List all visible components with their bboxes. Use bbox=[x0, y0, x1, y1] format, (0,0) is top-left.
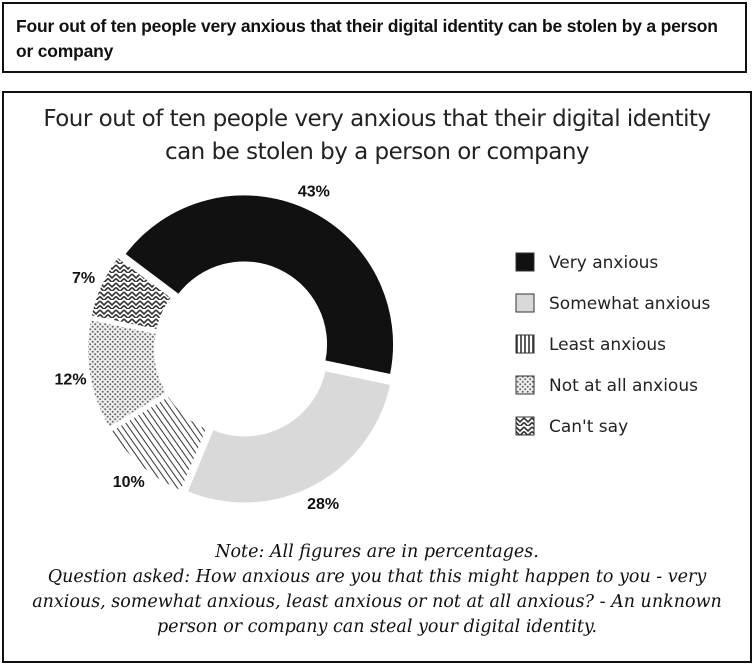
legend: Very anxious Somewhat anxious Least anxiou… bbox=[515, 252, 711, 437]
chart-title-line-2: can be stolen by a person or company bbox=[164, 139, 590, 165]
donut-chart: 43% 28% 10% 12% 7% Very anxious Somewhat anxi… bbox=[55, 184, 711, 513]
legend-label-4: Not at all anxious bbox=[549, 376, 698, 396]
legend-swatch-1 bbox=[515, 252, 535, 272]
note-line-4: person or company can steal your digital… bbox=[156, 617, 598, 637]
legend-label-3: Least anxious bbox=[549, 335, 666, 355]
legend-swatch-4 bbox=[515, 375, 535, 395]
slices-group bbox=[86, 193, 396, 505]
chart-title-line-1: Four out of ten people very anxious that… bbox=[43, 106, 711, 132]
legend-swatch-3 bbox=[515, 334, 535, 354]
slice-label-1: 43% bbox=[298, 184, 330, 201]
chart-note: Note: All figures are in percentages. Qu… bbox=[14, 540, 740, 640]
slice-label-3: 10% bbox=[113, 474, 145, 491]
slice-somewhat-anxious bbox=[185, 369, 393, 505]
slice-not-at-all-anxious bbox=[86, 317, 169, 430]
slice-very-anxious bbox=[122, 193, 396, 377]
legend-label-2: Somewhat anxious bbox=[549, 294, 711, 314]
slice-labels-group: 43% 28% 10% 12% 7% bbox=[55, 184, 340, 513]
slice-least-anxious bbox=[109, 394, 209, 493]
legend-label-5: Can't say bbox=[549, 417, 628, 437]
slice-label-2: 28% bbox=[307, 496, 339, 513]
slice-label-4: 12% bbox=[55, 372, 87, 389]
legend-swatch-2 bbox=[515, 293, 535, 313]
header-title: Four out of ten people very anxious that… bbox=[16, 16, 718, 61]
slice-can-t-say bbox=[89, 255, 174, 332]
header-box: Four out of ten people very anxious that… bbox=[2, 2, 747, 73]
chart-panel: Four out of ten people very anxious that… bbox=[2, 91, 752, 663]
legend-swatch-5 bbox=[515, 416, 535, 436]
note-line-3: anxious, somewhat anxious, least anxious… bbox=[32, 592, 722, 612]
legend-label-1: Very anxious bbox=[549, 253, 658, 273]
note-line-1: Note: All figures are in percentages. bbox=[215, 542, 539, 562]
slice-label-5: 7% bbox=[72, 270, 95, 287]
chart-title: Four out of ten people very anxious that… bbox=[4, 103, 750, 169]
note-line-2: Question asked: How anxious are you that… bbox=[47, 567, 707, 587]
